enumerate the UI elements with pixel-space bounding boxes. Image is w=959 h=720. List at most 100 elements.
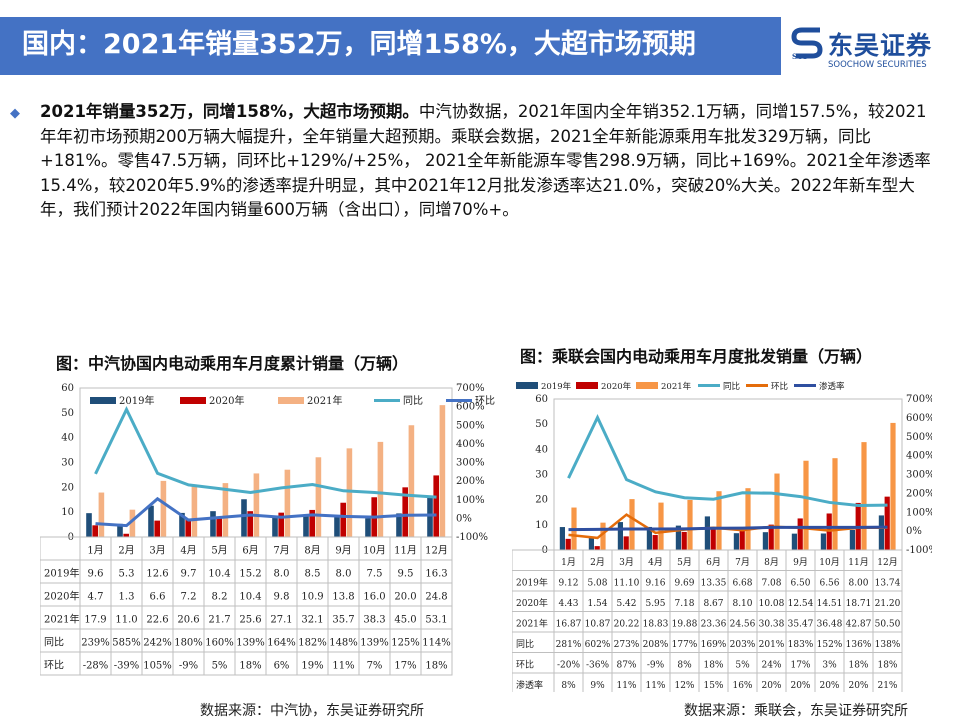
chart1-bar-2019: [427, 496, 433, 537]
chart2-bar-2019: [791, 533, 797, 550]
chart2-legend-label: 同比: [723, 381, 740, 392]
chart1-table-cell: 15.2: [239, 569, 261, 580]
chart1-table-cell: 53.1: [425, 615, 447, 626]
chart2-bar-2021: [658, 502, 664, 550]
chart2-bar-2021: [629, 499, 635, 550]
chart2-legend-label: 2019年: [541, 381, 572, 392]
chart2-table-cell: 5.42: [616, 599, 636, 609]
logo-mark-icon: SCS: [791, 27, 823, 60]
chart2-table-cell: 20%: [819, 681, 839, 691]
chart1-bar-2020: [278, 512, 284, 537]
chart2-bar-2019: [588, 537, 594, 550]
chart2-table-cell: 19.88: [672, 619, 698, 629]
chart2-x-tick: 6月: [706, 557, 721, 568]
chart2-title: 图：乘联会国内电动乘用车月度批发销量（万辆）: [520, 347, 873, 366]
chart2-table-cell: 169%: [701, 640, 727, 650]
chart2-y-tick: 30: [535, 470, 548, 481]
chart1-x-tick: 4月: [180, 545, 196, 557]
chart2-table-cell: 9.69: [674, 578, 694, 588]
chart1-table-cell: -28%: [83, 661, 109, 672]
chart1-table-cell: 239%: [81, 638, 110, 649]
chart2-table-cell: 16%: [732, 681, 752, 691]
chart1-legend-label: 2019年: [119, 394, 154, 407]
chart2-table-cell: 152%: [817, 640, 843, 650]
chart1-bar-2021: [284, 469, 291, 537]
chart1-table-cell: -9%: [179, 661, 198, 672]
chart2-table-cell: 5%: [735, 660, 750, 670]
chart1-y2-tick: 600%: [456, 402, 485, 413]
chart1-table-cell: 4.7: [88, 592, 104, 603]
chart1-table-cell: 27.1: [270, 615, 292, 626]
chart2-table-cell: 21.20: [875, 599, 901, 609]
title-bar: 国内：2021年销量352万，同增158%，大超市场预期: [0, 17, 781, 75]
chart2-table-cell: 7.08: [761, 578, 781, 588]
chart2-bar-2019: [617, 522, 623, 550]
chart1-legend-label: 同比: [403, 395, 423, 407]
chart1-table-cell: 7.5: [367, 569, 383, 580]
chart1-table-cell: 20.6: [177, 615, 199, 626]
chart1-table-cell: 8.5: [305, 569, 321, 580]
chart2-table-cell: 5.95: [645, 599, 665, 609]
chart1-table-row-label: 2019年: [44, 567, 79, 580]
chart1-table-cell: 17%: [394, 661, 416, 672]
logo-abbr: SCS: [792, 52, 808, 60]
summary-paragraph: 2021年销量352万，同增158%，大超市场预期。中汽协数据，2021年国内全…: [40, 100, 940, 223]
chart1-table-cell: 164%: [267, 638, 296, 649]
chart2-table-cell: 20%: [761, 681, 781, 691]
chart1-table-row-label: 同比: [44, 637, 64, 649]
chart1-y-tick: 20: [61, 482, 74, 493]
chart1-table-cell: 11%: [332, 661, 354, 672]
chart1-bar-2020: [123, 533, 129, 537]
chart2-bar-2020: [710, 528, 716, 550]
chart1-table-cell: 9.6: [88, 569, 104, 580]
chart2-legend-swatch: [746, 384, 768, 387]
chart1-bar-2020: [433, 475, 439, 537]
chart1-table-cell: 5%: [212, 661, 228, 672]
chart2-table-cell: 281%: [556, 640, 582, 650]
chart2-table-row-label: 同比: [516, 638, 534, 650]
chart1-table-cell: 148%: [329, 638, 358, 649]
chart2-table-cell: 16.87: [556, 619, 582, 629]
chart1-bar-2021: [377, 441, 384, 537]
chart1-y-tick: 10: [61, 507, 74, 518]
chart2-legend-swatch: [516, 382, 538, 389]
chart1-title: 图：中汽协国内电动乘用车月度累计销量（万辆）: [56, 354, 409, 373]
chart2-table-cell: 9%: [590, 681, 605, 691]
chart1-legend-label: 2020年: [209, 394, 244, 407]
chart2-bar-2021: [774, 473, 780, 550]
chart1-table-cell: 22.6: [146, 615, 168, 626]
chart2-bar-2019: [820, 533, 826, 550]
chart2-table-cell: -20%: [557, 660, 580, 670]
chart2-table-cell: 42.87: [846, 619, 872, 629]
chart2-table-cell: 24.56: [730, 619, 756, 629]
chart2-table-cell: 13.35: [701, 578, 727, 588]
chart1-table-cell: 9.5: [398, 569, 414, 580]
chart1-x-tick: 2月: [118, 545, 134, 557]
chart1-table-cell: 16.3: [425, 569, 447, 580]
chart2-table-cell: 6.56: [819, 578, 839, 588]
chart1-bar-2019: [334, 517, 340, 537]
chart1-bar-2019: [272, 517, 278, 537]
chart2-table-cell: 6.68: [732, 578, 752, 588]
chart1-table-cell: 17.9: [84, 615, 106, 626]
chart2-table-cell: 87%: [616, 660, 636, 670]
chart2-table-cell: 21%: [877, 681, 897, 691]
chart1-bar-2019: [241, 499, 247, 537]
chart2-table-cell: 50.50: [875, 619, 901, 629]
chart2-table-cell: 8%: [677, 660, 692, 670]
chart2-y-tick: 50: [535, 419, 548, 430]
chart2-x-tick: 3月: [619, 557, 634, 568]
chart2-table-cell: 183%: [788, 640, 814, 650]
chart2-table-cell: 9.16: [645, 578, 665, 588]
chart1-bar-2021: [439, 405, 446, 537]
chart2-table-cell: 8.00: [848, 578, 868, 588]
chart1-x-tick: 8月: [304, 545, 320, 557]
chart1-legend-swatch: [278, 397, 304, 404]
chart1-y2-tick: -100%: [456, 532, 488, 543]
chart2-x-tick: 10月: [819, 557, 839, 568]
chart1-bar-2019: [179, 512, 185, 537]
chart2-x-tick: 9月: [793, 557, 808, 568]
chart2-x-tick: 2月: [590, 557, 605, 568]
chart2-bar-2019: [733, 533, 739, 550]
diamond-bullet-icon: ◆: [10, 106, 20, 121]
